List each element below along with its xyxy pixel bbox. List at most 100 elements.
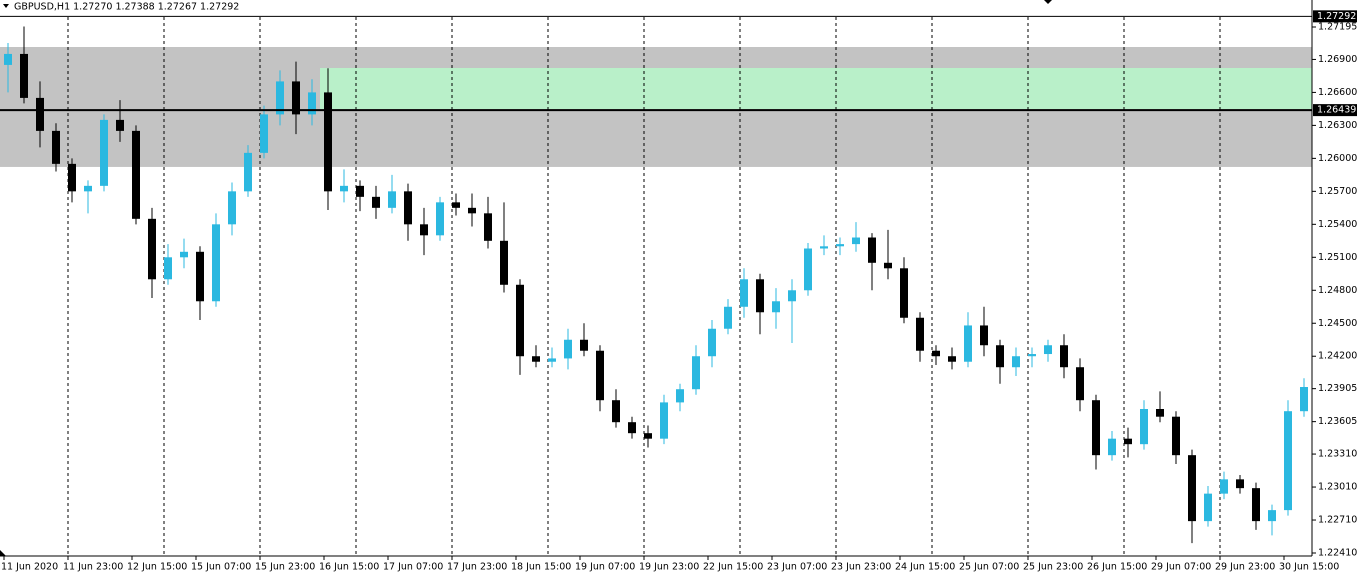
candle-body [708,328,716,357]
candle-body [1092,400,1100,456]
y-tick-label: 1.25700 [1318,186,1357,197]
x-tick-label: 15 Jun 07:00 [191,562,251,573]
x-tick-label: 11 Jun 2020 [1,562,58,573]
candle-body [820,246,828,249]
candle-body [1236,479,1244,489]
y-tick-label: 1.27195 [1318,22,1357,33]
x-tick-label: 30 Jun 15:00 [1279,562,1339,573]
y-tick-label: 1.24200 [1318,351,1357,362]
candle-body [1156,408,1164,417]
zone [320,68,1312,110]
candle-body [4,53,12,65]
x-tick-label: 18 Jun 15:00 [511,562,571,573]
price-label-box [1313,104,1357,117]
candle-body [740,279,748,307]
x-tick-label: 19 Jun 07:00 [575,562,635,573]
candle-body [84,185,92,192]
candle-body [1300,387,1308,412]
price-label-box [1313,10,1357,23]
candle-body [260,114,268,153]
candle-body [1188,455,1196,522]
candle-body [580,339,588,351]
candle-body [1140,408,1148,445]
candle-body [132,130,140,219]
candle-body [500,240,508,285]
x-tick-label: 23 Jun 07:00 [767,562,827,573]
corner-marker [0,550,6,556]
candle-body [628,422,636,434]
candle-body [692,356,700,390]
x-tick-label: 11 Jun 23:00 [63,562,123,573]
y-tick-label: 1.26000 [1318,153,1357,164]
candle-body [148,218,156,280]
price-label: 1.26439 [1317,105,1356,116]
x-tick-label: 26 Jun 15:00 [1087,562,1147,573]
candle-body [948,356,956,362]
x-tick-label: 24 Jun 15:00 [895,562,955,573]
x-tick-label: 16 Jun 15:00 [319,562,379,573]
candle-body [676,389,684,403]
price-label: 1.27292 [1317,11,1356,22]
candle-body [788,290,796,302]
candle-body [228,191,236,225]
candle-body [1252,488,1260,522]
candle-body [884,262,892,269]
candle-body [1268,510,1276,522]
candle-body [52,130,60,164]
candle-body [1012,356,1020,368]
candle-body [964,325,972,362]
candle-body [1044,345,1052,355]
x-tick-label: 19 Jun 23:00 [639,562,699,573]
candles [4,26,1308,544]
candle-body [100,119,108,186]
candle-body [244,152,252,192]
candle-body [1220,479,1228,494]
candle-body [1108,438,1116,456]
candle-body [372,196,380,208]
candle-body [596,350,604,401]
candle-body [756,279,764,313]
y-tick-label: 1.23310 [1318,449,1357,460]
menu-arrow[interactable] [3,4,9,8]
candle-body [308,92,316,115]
candle-body [452,202,460,208]
candle-body [564,339,572,359]
candle-body [1028,354,1036,357]
candle-body [1172,416,1180,456]
candle-body [116,119,124,131]
x-tick-label: 25 Jun 23:00 [1023,562,1083,573]
y-tick-label: 1.22410 [1318,548,1357,559]
candle-body [292,81,300,115]
candle-body [356,185,364,197]
candle-body [980,325,988,346]
candle-body [660,402,668,439]
x-tick-label: 29 Jun 23:00 [1215,562,1275,573]
candle-body [212,224,220,302]
y-tick-label: 1.25100 [1318,252,1357,263]
candle-body [612,400,620,423]
y-tick-label: 1.22710 [1318,515,1357,526]
x-tick-label: 22 Jun 15:00 [703,562,763,573]
y-tick-label: 1.25400 [1318,219,1357,230]
candle-body [20,53,28,98]
candle-body [836,244,844,247]
candle-body [1284,411,1292,511]
candle-body [404,191,412,225]
candle-body [932,350,940,357]
x-tick-label: 15 Jun 23:00 [255,562,315,573]
y-tick-label: 1.23905 [1318,383,1357,394]
candle-body [36,97,44,131]
zones [0,47,1312,167]
candle-body [548,358,556,362]
candle-body [724,306,732,329]
candle-body [916,317,924,351]
candle-body [484,213,492,241]
y-tick-label: 1.23605 [1318,416,1357,427]
y-tick-label: 1.24800 [1318,285,1357,296]
candle-body [772,301,780,313]
y-tick-label: 1.26900 [1318,54,1357,65]
x-tick-label: 17 Jun 23:00 [447,562,507,573]
x-tick-label: 17 Jun 07:00 [383,562,443,573]
candle-body [164,257,172,280]
